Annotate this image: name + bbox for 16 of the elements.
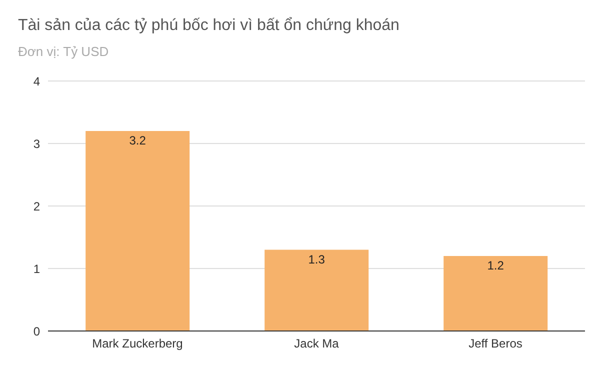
chart-title: Tài sản của các tỷ phú bốc hơi vì bất ổn chứng khoán [18,17,400,35]
bar [86,131,190,331]
y-tick-label: 3 [33,136,40,151]
y-tick-label: 4 [33,74,40,88]
bar [264,250,369,331]
chart-subtitle: Đơn vị: Tỷ USD [18,44,109,59]
data-label: 1.2 [487,258,504,273]
data-label: 1.3 [308,252,326,266]
data-label: 3.2 [129,134,146,148]
y-tick-label: 1 [33,262,40,276]
x-tick-label: Jack Ma [294,336,340,351]
y-tick-label: 2 [33,199,40,214]
x-tick-label: Mark Zuckerberg [92,336,183,351]
y-tick-label: 0 [33,324,40,338]
bar [444,256,548,331]
x-tick-label: Jeff Beros [468,336,522,351]
